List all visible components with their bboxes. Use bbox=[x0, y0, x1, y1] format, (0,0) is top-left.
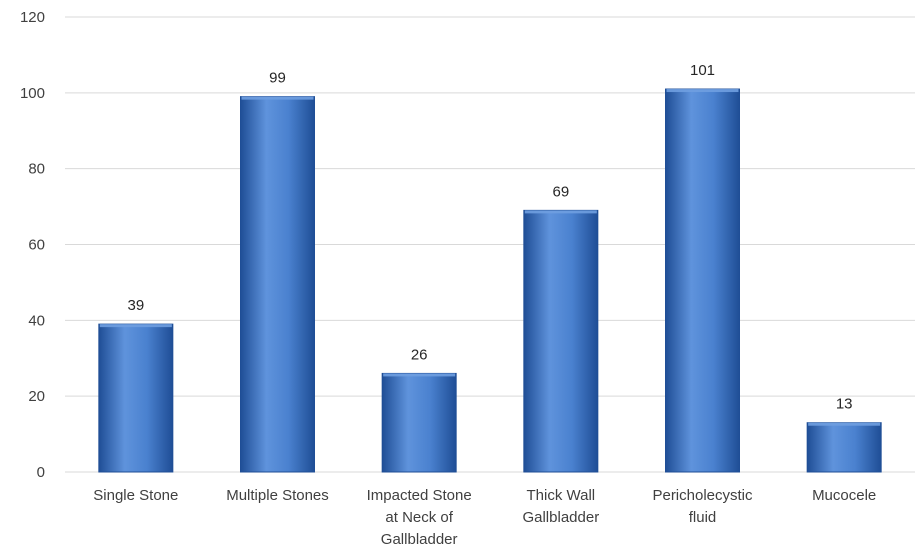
data-label: 99 bbox=[269, 70, 286, 87]
bar bbox=[382, 373, 456, 472]
bar bbox=[524, 210, 598, 472]
x-category-label: Gallbladder bbox=[522, 509, 599, 526]
x-category-label: fluid bbox=[689, 509, 717, 526]
bar-top-highlight bbox=[242, 97, 314, 100]
x-category-label: Gallbladder bbox=[381, 531, 458, 548]
bar-top-highlight bbox=[808, 423, 880, 426]
y-tick-label: 60 bbox=[28, 237, 45, 254]
bar-top-highlight bbox=[100, 324, 172, 327]
x-category-label: Mucocele bbox=[812, 487, 876, 504]
x-category-label: Impacted Stone bbox=[367, 487, 472, 504]
bar bbox=[99, 324, 173, 472]
bar-top-highlight bbox=[667, 89, 739, 92]
y-tick-label: 80 bbox=[28, 161, 45, 178]
data-label: 101 bbox=[690, 62, 715, 79]
y-axis-tick-labels: 0 20 40 60 80 100 120 bbox=[20, 9, 45, 481]
data-label: 39 bbox=[127, 297, 144, 314]
bars bbox=[99, 89, 881, 472]
bar bbox=[807, 423, 881, 472]
x-category-label: Single Stone bbox=[93, 487, 178, 504]
x-axis-category-labels: Single Stone Multiple Stones Impacted Ston… bbox=[93, 487, 876, 548]
bar-top-highlight bbox=[383, 373, 455, 376]
data-label: 26 bbox=[411, 346, 428, 363]
bar-top-highlight bbox=[525, 210, 597, 213]
x-category-label: at Neck of bbox=[385, 509, 453, 526]
x-category-label: Pericholecystic bbox=[652, 487, 753, 504]
y-tick-label: 100 bbox=[20, 85, 45, 102]
y-tick-label: 120 bbox=[20, 9, 45, 26]
x-category-label: Thick Wall bbox=[527, 487, 596, 504]
y-tick-label: 20 bbox=[28, 388, 45, 405]
y-tick-label: 0 bbox=[37, 464, 45, 481]
x-category-label: Multiple Stones bbox=[226, 487, 329, 504]
data-labels: 39 99 26 69 101 13 bbox=[127, 62, 852, 413]
y-tick-label: 40 bbox=[28, 312, 45, 329]
gridlines bbox=[65, 17, 915, 472]
data-label: 69 bbox=[552, 183, 569, 200]
bar bbox=[666, 89, 740, 472]
data-label: 13 bbox=[836, 396, 853, 413]
bar bbox=[241, 97, 315, 472]
